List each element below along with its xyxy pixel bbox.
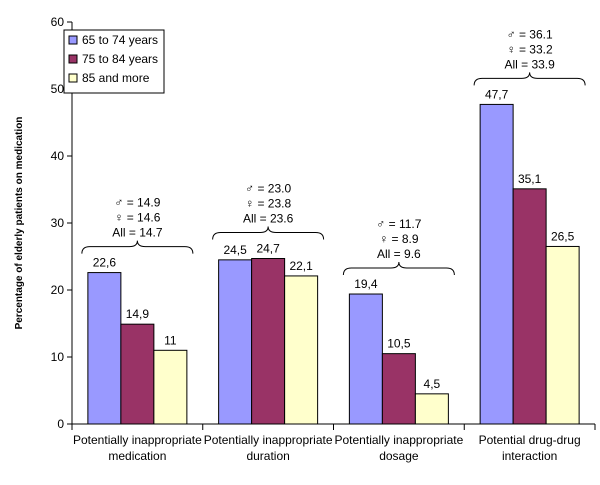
x-category-label: Potential drug-drug — [479, 433, 581, 447]
y-axis-title: Percentage of elderly patients on medica… — [14, 117, 25, 330]
group-annotation: ♀ = 33.2 — [507, 42, 553, 56]
y-tick-label: 20 — [51, 283, 65, 297]
bar — [218, 259, 253, 425]
bar-value-label: 47,7 — [485, 87, 509, 101]
bar — [414, 393, 449, 425]
bar — [251, 258, 286, 425]
bar-value-label: 22,6 — [93, 256, 117, 270]
x-category-label: interaction — [502, 449, 557, 463]
x-category-label: Potentially inappropriate — [73, 433, 202, 447]
y-tick-label: 40 — [51, 149, 65, 163]
group-annotation: ♂ = 14.9 — [114, 196, 160, 210]
bar-value-label: 35,1 — [518, 172, 542, 186]
bar-value-label: 4,5 — [424, 377, 441, 391]
bar-value-label: 14,9 — [126, 307, 150, 321]
group-annotation: ♂ = 23.0 — [245, 182, 291, 196]
group-annotation: ♀ = 8.9 — [379, 232, 419, 246]
legend-swatch — [68, 35, 78, 45]
x-category-label: medication — [108, 449, 166, 463]
bar-value-label: 24,7 — [256, 242, 280, 256]
y-tick-label: 10 — [51, 350, 65, 364]
bar-value-label: 24,5 — [223, 243, 247, 257]
group-annotation: ♂ = 11.7 — [376, 217, 421, 231]
bar — [381, 353, 416, 425]
group-annotation: ♂ = 36.1 — [507, 27, 553, 41]
bar-value-label: 19,4 — [354, 277, 378, 291]
x-category-label: Potentially inappropriate — [204, 433, 333, 447]
bar — [87, 272, 122, 425]
group-annotation: ♀ = 14.6 — [114, 211, 160, 225]
group-annotation: All = 33.9 — [504, 57, 555, 71]
bar — [545, 245, 580, 425]
bar — [479, 103, 514, 425]
legend-label: 85 and more — [82, 71, 150, 85]
legend-label: 65 to 74 years — [82, 33, 158, 47]
bar-value-label: 26,5 — [551, 229, 575, 243]
group-brace — [81, 240, 194, 254]
group-annotation: All = 14.7 — [112, 226, 163, 240]
bar — [153, 349, 188, 425]
bar — [348, 293, 383, 425]
legend-swatch — [68, 54, 78, 64]
group-brace — [342, 261, 455, 276]
bar-value-label: 11 — [164, 333, 177, 347]
bar-value-label: 22,1 — [289, 259, 313, 273]
bar — [512, 188, 547, 425]
group-annotation: All = 23.6 — [243, 212, 294, 226]
y-tick-label: 0 — [57, 417, 64, 431]
y-tick-label: 50 — [51, 82, 65, 96]
y-tick-label: 60 — [51, 15, 65, 29]
x-category-label: Potentially inappropriate — [335, 433, 464, 447]
group-brace — [212, 226, 325, 240]
legend-label: 75 to 84 years — [82, 52, 158, 66]
x-category-label: dosage — [379, 449, 419, 463]
y-tick-label: 30 — [51, 216, 65, 230]
bar — [284, 275, 319, 425]
bar-value-label: 10,5 — [387, 337, 411, 351]
legend-box — [63, 29, 165, 94]
bar — [120, 323, 155, 425]
group-annotation: ♀ = 23.8 — [245, 197, 291, 211]
group-brace — [473, 72, 586, 86]
x-category-label: duration — [246, 449, 289, 463]
legend-swatch — [68, 73, 78, 83]
group-annotation: All = 9.6 — [377, 247, 421, 261]
